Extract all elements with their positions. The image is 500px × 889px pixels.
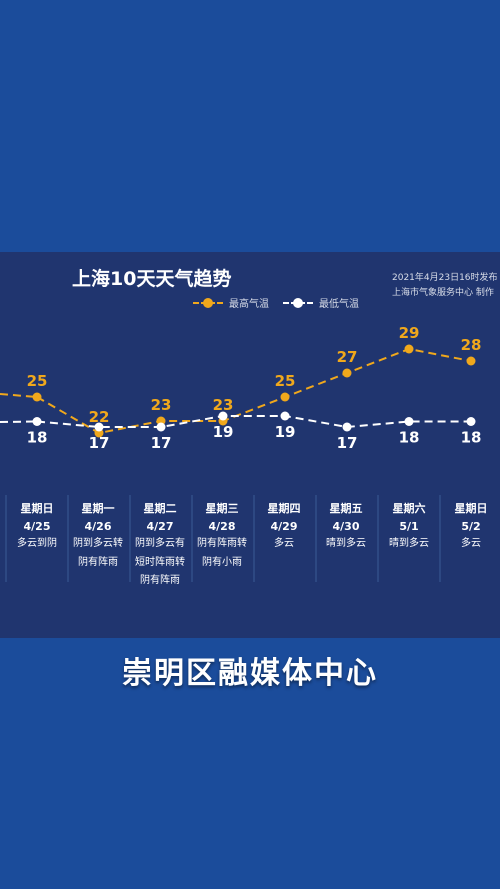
low-point — [32, 417, 42, 426]
low-point — [94, 422, 104, 432]
day-condition-line: 晴到多云 — [326, 538, 366, 550]
day-condition: 晴到多云 — [378, 535, 440, 554]
day-condition-line: 阴有阵雨转 — [197, 538, 247, 550]
high-point — [32, 392, 42, 402]
high-label: 28 — [461, 336, 482, 354]
chart-title: 上海10天天气趋势 — [72, 268, 232, 290]
high-label: 29 — [399, 324, 420, 342]
low-label: 17 — [89, 434, 110, 452]
low-point — [466, 417, 476, 426]
low-label: 17 — [337, 434, 358, 452]
footer-brand: 崇明区融媒体中心 — [122, 656, 378, 691]
day-date: 4/25 — [23, 519, 51, 533]
high-label: 25 — [275, 372, 296, 390]
high-point — [404, 344, 414, 354]
day-column: 星期日 4/25 多云到阴 — [6, 500, 68, 554]
day-column: 星期三 4/28 阴有阵雨转 阴有小雨 — [191, 500, 253, 572]
weather-panel: 25 22 23 23 25 27 29 28 18 17 17 19 19 17 18 18 上海10天天气… — [0, 252, 500, 638]
day-condition-line: 阴有小雨 — [202, 556, 242, 568]
day-column: 星期二 4/27 阴到多云有 短时阵雨转 阴有阵雨 — [129, 500, 191, 591]
day-date: 4/27 — [146, 519, 174, 533]
day-date: 4/26 — [84, 519, 112, 533]
day-condition-line: 阴到多云转 — [73, 538, 123, 550]
day-column: 星期一 4/26 阴到多云转 阴有阵雨 — [67, 500, 129, 572]
high-label: 23 — [213, 396, 234, 414]
day-condition: 晴到多云 — [315, 535, 377, 554]
day-date: 4/29 — [270, 519, 298, 533]
day-condition-line: 阴有阵雨 — [78, 556, 118, 568]
low-point — [280, 411, 290, 421]
day-column: 星期六 5/1 晴到多云 — [378, 500, 440, 554]
legend-low: 最低气温 — [283, 295, 359, 310]
day-condition: 阴到多云转 阴有阵雨 — [67, 535, 129, 572]
high-series-leadin — [0, 393, 38, 398]
day-column: 星期五 4/30 晴到多云 — [315, 500, 377, 554]
high-point — [280, 392, 290, 402]
day-weekday: 星期四 — [267, 502, 301, 515]
day-condition: 阴有阵雨转 阴有小雨 — [191, 535, 253, 572]
low-series-leadin — [0, 420, 38, 423]
day-weekday: 星期三 — [205, 502, 239, 515]
day-weekday: 星期二 — [143, 502, 177, 515]
low-point — [218, 411, 228, 421]
legend-low-label: 最低气温 — [319, 299, 359, 310]
low-label: 18 — [399, 429, 420, 447]
high-label: 22 — [89, 408, 110, 426]
day-column: 星期四 4/29 多云 — [253, 500, 315, 554]
high-series-line — [36, 347, 472, 435]
high-point — [466, 356, 476, 366]
day-condition-line: 多云 — [274, 538, 294, 550]
high-label: 27 — [337, 348, 358, 366]
day-condition-line: 多云 — [461, 538, 481, 550]
low-label: 17 — [151, 434, 172, 452]
high-label: 23 — [151, 396, 172, 414]
low-point — [156, 422, 166, 432]
day-condition: 多云 — [440, 535, 500, 554]
day-weekday: 星期一 — [81, 502, 115, 515]
low-point — [342, 422, 352, 432]
day-condition-line: 阴有阵雨 — [140, 575, 180, 587]
day-date: 4/30 — [332, 519, 360, 533]
legend-high: 最高气温 — [193, 295, 269, 310]
producer: 上海市气象服务中心 制作 — [392, 288, 494, 299]
day-date: 5/2 — [461, 519, 481, 533]
day-condition: 阴到多云有 短时阵雨转 阴有阵雨 — [129, 535, 191, 591]
day-date: 4/28 — [208, 519, 236, 533]
day-condition: 多云到阴 — [6, 535, 68, 554]
temperature-chart: 25 22 23 23 25 27 29 28 18 17 17 19 19 17 18 18 — [0, 324, 482, 582]
publish-time: 2021年4月23日16时发布 — [392, 273, 498, 283]
day-column: 星期日 5/2 多云 — [440, 500, 500, 554]
day-weekday: 星期五 — [329, 502, 363, 515]
day-condition-line: 短时阵雨转 — [135, 556, 185, 568]
legend-high-label: 最高气温 — [229, 299, 269, 310]
day-weekday: 星期日 — [20, 502, 54, 515]
low-label: 18 — [461, 429, 482, 447]
day-condition-line: 阴到多云有 — [135, 538, 185, 550]
day-condition-line: 晴到多云 — [389, 538, 429, 550]
low-label: 19 — [275, 423, 296, 441]
high-label: 25 — [27, 372, 48, 390]
publish-info: 2021年4月23日16时发布 上海市气象服务中心 制作 — [392, 271, 498, 302]
high-point — [342, 368, 352, 378]
low-point — [404, 417, 414, 426]
low-series-line — [36, 415, 471, 429]
legend-high-swatch — [193, 297, 223, 308]
day-condition-line: 多云到阴 — [17, 538, 57, 550]
low-label: 18 — [27, 429, 48, 447]
day-date: 5/1 — [399, 519, 419, 533]
day-condition: 多云 — [253, 535, 315, 554]
low-label: 19 — [213, 423, 234, 441]
legend-low-swatch — [283, 297, 313, 308]
day-weekday: 星期六 — [392, 502, 426, 515]
day-weekday: 星期日 — [454, 502, 488, 515]
